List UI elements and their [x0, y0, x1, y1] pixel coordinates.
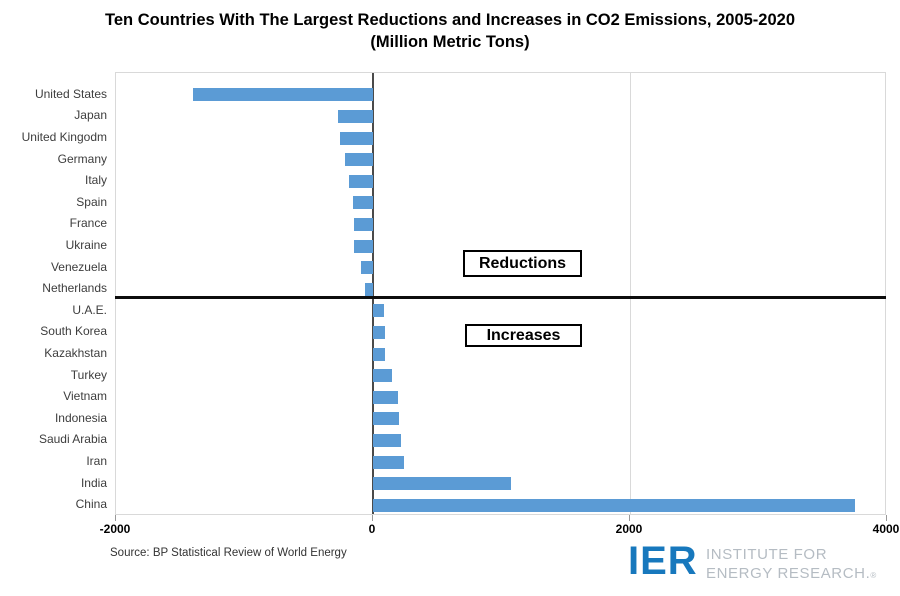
category-label: Japan	[74, 108, 107, 123]
reductions-increases-divider	[115, 296, 886, 299]
ier-logo-monogram: IER	[628, 539, 698, 583]
bar	[353, 217, 373, 231]
bar	[349, 174, 373, 188]
bar	[338, 109, 373, 123]
category-label: Kazakhstan	[44, 346, 107, 360]
ier-logo-line1: INSTITUTE FOR	[706, 546, 828, 563]
gridline	[629, 73, 631, 514]
ier-logo-line2: ENERGY RESEARCH.®	[706, 564, 877, 582]
bar	[373, 347, 385, 361]
bar	[364, 282, 373, 296]
chart-title-line1: Ten Countries With The Largest Reduction…	[105, 11, 795, 29]
x-tick-mark	[629, 515, 630, 521]
category-label: Ukraine	[65, 238, 107, 252]
category-label: U.A.E.	[72, 302, 107, 317]
x-tick-label: 0	[368, 522, 376, 536]
bar	[373, 455, 405, 469]
category-label: France	[69, 216, 107, 231]
category-label: Vietnam	[63, 389, 107, 404]
bar	[373, 433, 402, 447]
category-label: South Korea	[40, 324, 107, 339]
x-tick-label: -2000	[99, 522, 131, 536]
x-tick-label: 4000	[872, 522, 900, 536]
category-label: Italy	[84, 173, 107, 188]
source-note: Source: BP Statistical Review of World E…	[110, 547, 347, 559]
reductions-label-box: Reductions	[463, 250, 582, 277]
x-tick-label: 2000	[615, 522, 643, 536]
bar	[373, 412, 399, 426]
bar	[373, 304, 384, 318]
ier-logo-text: INSTITUTE FOR ENERGY RESEARCH.®	[706, 546, 877, 585]
category-label: United States	[34, 86, 107, 101]
x-tick-mark	[886, 515, 887, 521]
x-tick-mark	[372, 515, 373, 521]
category-label: Netherlands	[42, 281, 107, 296]
x-tick-mark	[115, 515, 116, 521]
category-axis: United States Japan United Kingodm Germany I…	[0, 72, 107, 515]
bar	[344, 153, 373, 167]
category-label: Venezuela	[50, 259, 107, 274]
bar	[373, 390, 399, 404]
category-label: Spain	[76, 194, 107, 209]
chart-title-line2: (Million Metric Tons)	[370, 33, 530, 51]
bar	[354, 239, 373, 253]
category-label: Turkey	[70, 367, 107, 382]
zero-axis-line	[372, 73, 374, 514]
registered-mark: ®	[870, 570, 877, 580]
bar	[361, 261, 373, 275]
plot-area	[115, 72, 886, 515]
bar	[373, 325, 386, 339]
category-label: Germany	[57, 151, 107, 166]
chart-title: Ten Countries With The Largest Reduction…	[0, 9, 900, 53]
category-label: India	[80, 475, 107, 490]
increases-label: Increases	[486, 326, 561, 344]
category-label: Saudi Arabia	[38, 432, 107, 447]
bar	[339, 131, 373, 145]
category-label: China	[75, 497, 107, 512]
category-label: Iran	[86, 454, 107, 468]
bar	[373, 369, 392, 383]
bar	[353, 196, 373, 210]
category-label: United Kingodm	[21, 130, 107, 144]
bar	[373, 477, 512, 491]
reductions-label: Reductions	[478, 254, 567, 272]
bar	[193, 88, 373, 102]
category-label: Indonesia	[54, 410, 107, 425]
increases-label-box: Increases	[465, 324, 582, 347]
bar	[373, 498, 855, 512]
